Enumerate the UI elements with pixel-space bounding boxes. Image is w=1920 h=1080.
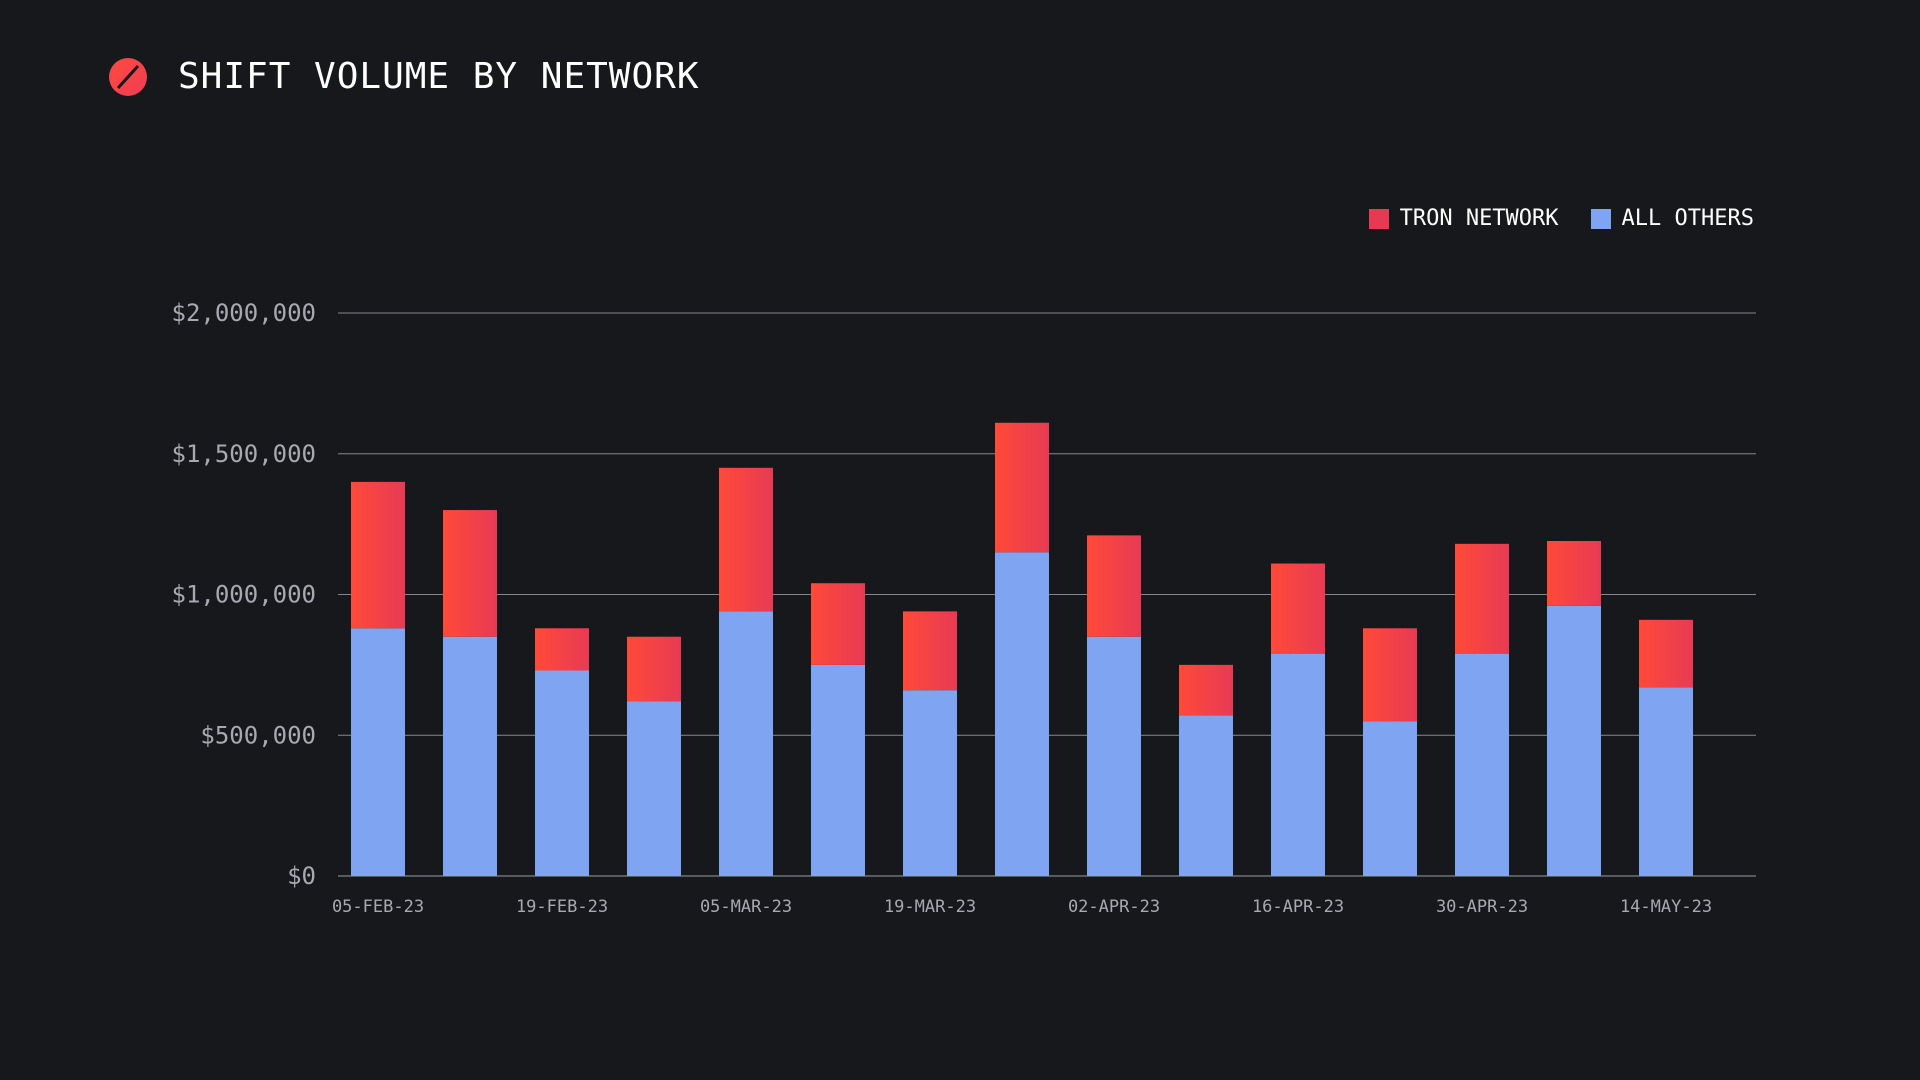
bar-all-others [535,670,589,876]
bar-tron-network [811,583,865,665]
page-title: SHIFT VOLUME BY NETWORK [178,56,700,97]
bar-tron-network [1547,541,1601,606]
bar-all-others [903,690,957,876]
bar-tron-network [1271,563,1325,654]
y-tick-label: $0 [287,862,316,890]
bar-tron-network [443,510,497,637]
x-tick-label: 05-MAR-23 [700,897,792,917]
bar-tron-network [1455,543,1509,654]
y-tick-label: $2,000,000 [172,299,317,327]
bar-all-others [1087,636,1141,876]
x-axis-labels: 05-FEB-23 19-FEB-23 05-MAR-23 19-MAR-23 02-A… [332,897,1712,917]
bar-all-others [627,701,681,876]
bar-all-others [351,628,405,876]
bar-all-others [719,611,773,876]
legend-item-others: ALL OTHERS [1590,206,1754,231]
bar-all-others [1179,715,1233,876]
y-axis-labels: $0 $500,000 $1,000,000 $1,500,000 $2,000,000 [172,299,317,890]
bar-all-others [443,636,497,876]
bar-tron-network [1363,628,1417,722]
bar-all-others [1271,653,1325,876]
bar-tron-network [1639,619,1693,688]
y-tick-label: $1,000,000 [172,581,317,609]
bar-tron-network [351,481,405,629]
legend-label-others: ALL OTHERS [1621,206,1754,231]
x-tick-label: 19-MAR-23 [884,897,976,917]
bar-tron-network [1179,664,1233,716]
x-tick-label: 19-FEB-23 [516,897,608,917]
bar-tron-network [719,467,773,612]
x-tick-label: 16-APR-23 [1252,897,1344,917]
bar-tron-network [535,628,589,671]
bar-all-others [1547,605,1601,876]
bar-all-others [1363,721,1417,876]
x-tick-label: 02-APR-23 [1068,897,1160,917]
chart-legend: TRON NETWORK ALL OTHERS [1337,206,1754,231]
chart-header: SHIFT VOLUME BY NETWORK [108,56,700,97]
x-tick-label: 05-FEB-23 [332,897,424,917]
bar-all-others [995,552,1049,876]
bar-tron-network [995,422,1049,553]
legend-swatch-tron [1368,208,1389,229]
legend-item-tron: TRON NETWORK [1368,206,1559,231]
bars [351,422,1693,876]
legend-swatch-others [1590,208,1611,229]
legend-label-tron: TRON NETWORK [1399,206,1559,231]
bar-all-others [811,664,865,876]
bar-all-others [1455,653,1509,876]
y-tick-label: $500,000 [200,721,316,749]
bar-tron-network [627,636,681,702]
x-tick-label: 14-MAY-23 [1620,897,1712,917]
bar-tron-network [1087,535,1141,637]
x-tick-label: 30-APR-23 [1436,897,1528,917]
bar-all-others [1639,687,1693,876]
sideshift-logo-icon [109,57,147,96]
bar-tron-network [903,611,957,691]
y-tick-label: $1,500,000 [172,440,317,468]
